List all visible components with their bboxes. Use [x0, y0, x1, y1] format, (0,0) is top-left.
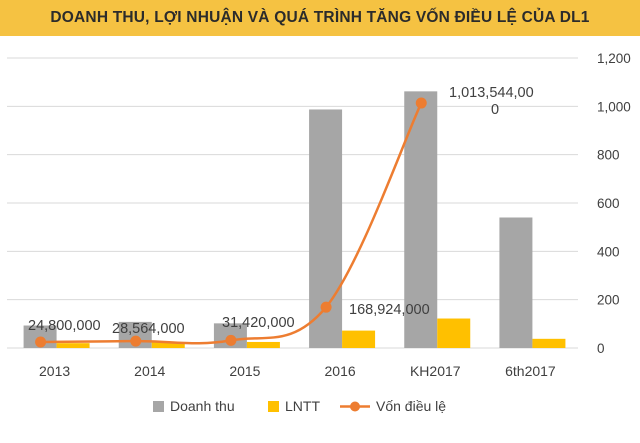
data-label: 168,924,000	[349, 302, 430, 318]
x-tick-label: 2014	[134, 363, 165, 379]
data-label: 31,420,000	[222, 315, 295, 331]
bar-lntt	[437, 318, 471, 348]
line-von-dieu-le	[40, 102, 423, 345]
y-tick-label: 800	[597, 148, 620, 163]
chart-title: DOANH THU, LỢI NHUẬN VÀ QUÁ TRÌNH TĂNG V…	[50, 9, 590, 26]
bar-lntt	[151, 342, 185, 348]
x-tick-label: 2015	[229, 363, 260, 379]
data-label: 0	[491, 102, 499, 118]
y-tick-label: 1,200	[597, 51, 631, 66]
chart-title-bar: DOANH THU, LỢI NHUẬN VÀ QUÁ TRÌNH TĂNG V…	[0, 0, 640, 36]
y-tick-label: 0	[597, 341, 605, 356]
x-tick-label: KH2017	[410, 363, 461, 379]
bar-doanh-thu	[404, 91, 438, 348]
x-tick-label: 2013	[39, 363, 70, 379]
bar-doanh-thu	[499, 217, 533, 348]
point-von-dieu-le	[130, 335, 142, 347]
data-label: 24,800,000	[28, 318, 101, 334]
x-tick-label: 6th2017	[505, 363, 556, 379]
data-label: 1,013,544,00	[449, 85, 534, 101]
y-tick-label: 600	[597, 196, 620, 211]
legend-label: Vốn điều lệ	[376, 398, 446, 414]
point-von-dieu-le	[320, 301, 332, 313]
point-von-dieu-le	[35, 336, 47, 348]
y-tick-label: 200	[597, 293, 620, 308]
y-tick-label: 1,000	[597, 99, 631, 114]
legend-swatch-lntt	[268, 401, 279, 412]
legend-label: LNTT	[285, 398, 320, 414]
bar-lntt	[342, 330, 376, 348]
y-tick-label: 400	[597, 244, 620, 259]
x-tick-label: 2016	[325, 363, 356, 379]
legend-swatch-doanh-thu	[153, 401, 164, 412]
legend-marker-von-dieu-le	[350, 401, 360, 412]
point-von-dieu-le	[415, 97, 427, 109]
bar-lntt	[532, 338, 566, 348]
point-von-dieu-le	[225, 334, 237, 346]
legend-label: Doanh thu	[170, 398, 235, 414]
data-label: 28,564,000	[112, 321, 185, 337]
bar-lntt	[246, 341, 280, 348]
bar-lntt	[56, 343, 90, 348]
